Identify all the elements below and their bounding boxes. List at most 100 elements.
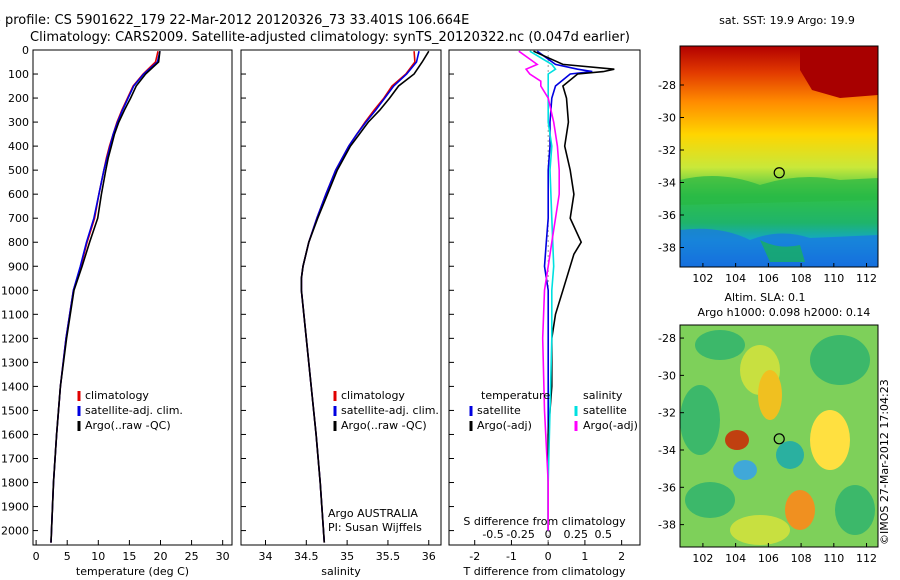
legend-label: Argo(..raw -QC): [341, 419, 427, 432]
salinity-diff-tick-label: 0: [545, 528, 552, 541]
map-x-tick-label: 106: [758, 552, 779, 565]
map-y-tick-label: -28: [658, 79, 676, 92]
profile-title: Argo profile: CS 5901622_179 22-Mar-2012…: [0, 13, 470, 28]
legend-label: satellite: [583, 404, 627, 417]
series-difference-sal_argo: [518, 50, 561, 531]
map-y-tick-label: -28: [658, 332, 676, 345]
map-y-tick-label: -32: [658, 144, 676, 157]
map-y-tick-label: -34: [658, 444, 676, 457]
map-x-tick-label: 108: [791, 272, 812, 285]
x-tick-label: 34.5: [294, 550, 319, 563]
map-x-tick-label: 104: [725, 552, 746, 565]
sla-axes: 102 104 106 108 110 112 -28 -30 -32 -34 -36 -38 Alti…: [658, 291, 877, 565]
depth-tick-label: 2000: [1, 525, 29, 538]
legend-title: salinity: [583, 389, 623, 402]
depth-tick-label: 0: [22, 44, 29, 57]
map-y-tick-label: -30: [658, 112, 676, 125]
legend-label: Argo(..raw -QC): [85, 419, 171, 432]
x-tick-label: 1: [581, 550, 588, 563]
depth-tick-label: 1700: [1, 452, 29, 465]
legend-label: climatology: [85, 389, 149, 402]
sst-axes: 102 104 106 108 110 112 -28 -30 -32 -34 -36 -38 sat.…: [658, 14, 877, 285]
legend-label: satellite-adj. clim.: [341, 404, 439, 417]
map-y-tick-label: -36: [658, 209, 676, 222]
salinity-diff-tick-label: -0.25: [506, 528, 534, 541]
depth-tick-label: 1000: [1, 284, 29, 297]
legend-title: temperature: [481, 389, 550, 402]
map-y-tick-label: -32: [658, 407, 676, 420]
map-x-tick-label: 108: [791, 552, 812, 565]
argo-float-marker: [773, 433, 785, 445]
legend-label: satellite: [477, 404, 521, 417]
depth-tick-label: 1900: [1, 501, 29, 514]
map-y-tick-label: -38: [658, 519, 676, 532]
map-x-tick-label: 112: [856, 552, 877, 565]
plot-frame: [32, 49, 233, 546]
legend-label: climatology: [341, 389, 405, 402]
imos-timestamp: ©IMOS 27-Mar-2012 17:04:23: [878, 379, 891, 545]
x-axis-label: T difference from climatology: [463, 565, 626, 578]
x-tick-label: 0: [33, 550, 40, 563]
argo-float-marker: [773, 167, 785, 179]
x-tick-label: 2: [618, 550, 625, 563]
x-tick-label: 35: [340, 550, 354, 563]
legend-label: satellite-adj. clim.: [85, 404, 183, 417]
salinity-diff-tick-label: 0.25: [563, 528, 588, 541]
depth-tick-label: 1100: [1, 308, 29, 321]
depth-tick-label: 1800: [1, 477, 29, 490]
sla-map: [679, 324, 879, 548]
map-y-tick-label: -30: [658, 369, 676, 382]
credit-note: Argo AUSTRALIA: [328, 507, 418, 520]
salinity-diff-tick-label: -0.5: [482, 528, 503, 541]
map-x-tick-label: 110: [823, 552, 844, 565]
depth-tick-label: 1400: [1, 380, 29, 393]
plot-frame: [240, 49, 442, 546]
depth-tick-label: 500: [8, 164, 29, 177]
sst-title: sat. SST: 19.9 Argo: 19.9: [719, 14, 855, 27]
map-y-tick-label: -36: [658, 481, 676, 494]
series-difference-sal_sat: [529, 50, 557, 531]
map-x-tick-label: 112: [856, 272, 877, 285]
series-temperature-argo: [50, 51, 161, 543]
climatology-subtitle: Climatology: CARS2009. Satellite-adjuste…: [30, 30, 630, 45]
x-tick-label: 34: [258, 550, 272, 563]
x-tick-label: 25: [185, 550, 199, 563]
map-x-tick-label: 102: [692, 272, 713, 285]
x-tick-label: -2: [469, 550, 480, 563]
map-x-tick-label: 106: [758, 272, 779, 285]
difference-panel: -2 -1 0 1 2 T difference from climatology -0.5…: [448, 49, 641, 578]
salinity-diff-tick-label: 0.5: [595, 528, 613, 541]
x-tick-label: 20: [153, 550, 167, 563]
x-axis-label: salinity: [321, 565, 361, 578]
series-difference-sat: [536, 50, 593, 531]
x-tick-label: 30: [216, 550, 230, 563]
depth-tick-label: 300: [8, 116, 29, 129]
legend-label: Argo(-adj): [583, 419, 638, 432]
depth-tick-label: 400: [8, 140, 29, 153]
sla-subtitle: Argo h1000: 0.098 h2000: 0.14: [698, 306, 871, 319]
salinity-diff-axis-label: S difference from climatology: [463, 515, 626, 528]
x-tick-label: 0: [545, 550, 552, 563]
x-tick-label: 35.5: [376, 550, 401, 563]
depth-tick-label: 100: [8, 68, 29, 81]
salinity-panel: 34 34.5 35 35.5 36 salinity climatology satelli…: [240, 49, 442, 578]
depth-tick-label: 1600: [1, 428, 29, 441]
depth-tick-label: 700: [8, 212, 29, 225]
map-x-tick-label: 102: [692, 552, 713, 565]
depth-tick-label: 1300: [1, 356, 29, 369]
map-y-tick-label: -38: [658, 242, 676, 255]
x-tick-label: 5: [64, 550, 71, 563]
sst-map: [679, 45, 879, 268]
legend-label: Argo(-adj): [477, 419, 532, 432]
x-axis-label: temperature (deg C): [76, 565, 189, 578]
map-y-tick-label: -34: [658, 177, 676, 190]
depth-tick-label: 200: [8, 92, 29, 105]
depth-tick-label: 1200: [1, 332, 29, 345]
x-tick-label: 36: [422, 550, 436, 563]
x-tick-label: 10: [91, 550, 105, 563]
temperature-panel: 0100200300400500600700800900100011001200…: [1, 44, 233, 578]
series-salinity-argo: [300, 50, 430, 543]
depth-tick-label: 1500: [1, 404, 29, 417]
map-x-tick-label: 110: [823, 272, 844, 285]
